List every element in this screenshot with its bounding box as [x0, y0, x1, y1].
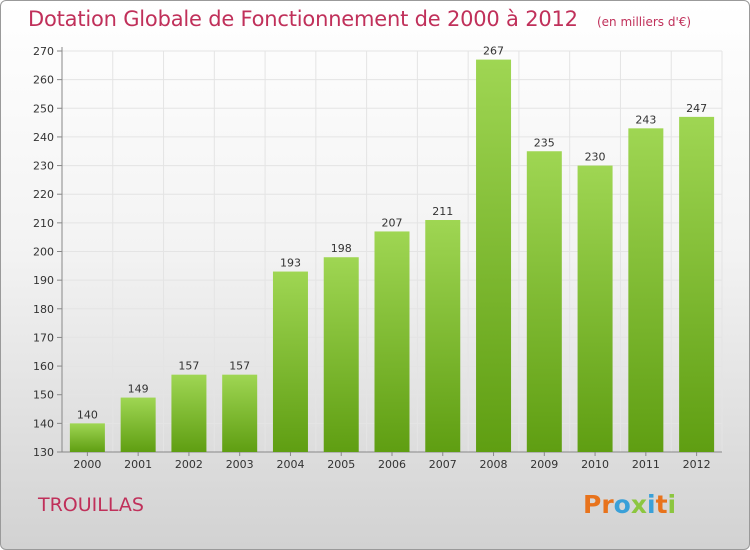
- x-tick-label-2003: 2003: [226, 458, 254, 471]
- bar-2002: [171, 374, 207, 452]
- bar-2012: [679, 116, 715, 452]
- value-label-2011: 243: [635, 113, 656, 126]
- logo-letter: r: [601, 490, 614, 519]
- x-axis-tick-labels: 2000 2001 2002 2003 2004 2005 2006 2007 2008 2009…: [73, 458, 710, 471]
- value-label-2002: 157: [178, 360, 199, 373]
- y-tick-label: 130: [33, 446, 54, 459]
- logo-letter: i: [667, 490, 677, 519]
- y-tick-label: 250: [33, 102, 54, 115]
- x-tick-label-2009: 2009: [530, 458, 558, 471]
- y-axis-tick-labels: 130 140 150 160 170 180 190 200 210 220 230 240 250 2…: [33, 45, 54, 459]
- x-tick-label-2000: 2000: [73, 458, 101, 471]
- bar-2011: [628, 128, 664, 452]
- value-label-2007: 211: [432, 205, 453, 218]
- y-tick-label: 170: [33, 331, 54, 344]
- x-tick-label-2008: 2008: [480, 458, 508, 471]
- value-label-2000: 140: [77, 408, 98, 421]
- bar-2004: [272, 271, 308, 452]
- value-label-2005: 198: [331, 242, 352, 255]
- value-label-2001: 149: [128, 383, 149, 396]
- x-tick-label-2007: 2007: [429, 458, 457, 471]
- y-tick-label: 180: [33, 303, 54, 316]
- bar-2005: [323, 257, 359, 452]
- y-tick-label: 190: [33, 274, 54, 287]
- y-tick-label: 210: [33, 217, 54, 230]
- y-tick-label: 160: [33, 360, 54, 373]
- y-tick-label: 150: [33, 389, 54, 402]
- logo-letter: o: [613, 490, 631, 519]
- x-tick-label-2002: 2002: [175, 458, 203, 471]
- y-tick-label: 270: [33, 45, 54, 58]
- value-label-2003: 157: [229, 360, 250, 373]
- bar-2010: [577, 165, 613, 453]
- y-tick-label: 240: [33, 131, 54, 144]
- value-label-2006: 207: [382, 216, 403, 229]
- title-row: Dotation Globale de Fonctionnement de 20…: [28, 7, 691, 31]
- proxiti-logo: Proxiti: [583, 490, 676, 519]
- bar-2009: [526, 151, 562, 452]
- value-label-2009: 235: [534, 136, 555, 149]
- x-tick-label-2010: 2010: [581, 458, 609, 471]
- chart-title: Dotation Globale de Fonctionnement de 20…: [28, 7, 578, 31]
- logo-letter: x: [630, 490, 647, 519]
- value-label-2004: 193: [280, 257, 301, 270]
- y-tick-label: 220: [33, 188, 54, 201]
- y-tick-label: 260: [33, 74, 54, 87]
- bar-2007: [425, 219, 461, 452]
- chart-subtitle: (en milliers d'€): [596, 15, 692, 29]
- bar-2000: [69, 423, 105, 452]
- x-tick-label-2001: 2001: [124, 458, 152, 471]
- y-tick-label: 230: [33, 160, 54, 173]
- logo-letter: t: [655, 490, 668, 519]
- x-tick-label-2011: 2011: [632, 458, 660, 471]
- value-label-2012: 247: [686, 102, 707, 115]
- bar-value-labels: 140 149 157 157 193 198 207 211 267 235 230 243 247: [77, 45, 707, 422]
- bar-2006: [374, 231, 410, 452]
- commune-name: TROUILLAS: [38, 494, 144, 516]
- bar-2001: [120, 397, 156, 452]
- bars: [69, 59, 715, 453]
- y-tick-label: 200: [33, 246, 54, 259]
- logo-letter: P: [583, 490, 602, 519]
- x-tick-label-2004: 2004: [276, 458, 304, 471]
- bar-2003: [222, 374, 258, 452]
- logo-letter: i: [647, 490, 656, 519]
- x-tick-label-2005: 2005: [327, 458, 355, 471]
- bar-2008: [476, 59, 512, 452]
- value-label-2010: 230: [585, 151, 606, 164]
- x-tick-label-2012: 2012: [683, 458, 711, 471]
- y-tick-label: 140: [33, 417, 54, 430]
- x-tick-label-2006: 2006: [378, 458, 406, 471]
- value-label-2008: 267: [483, 45, 504, 58]
